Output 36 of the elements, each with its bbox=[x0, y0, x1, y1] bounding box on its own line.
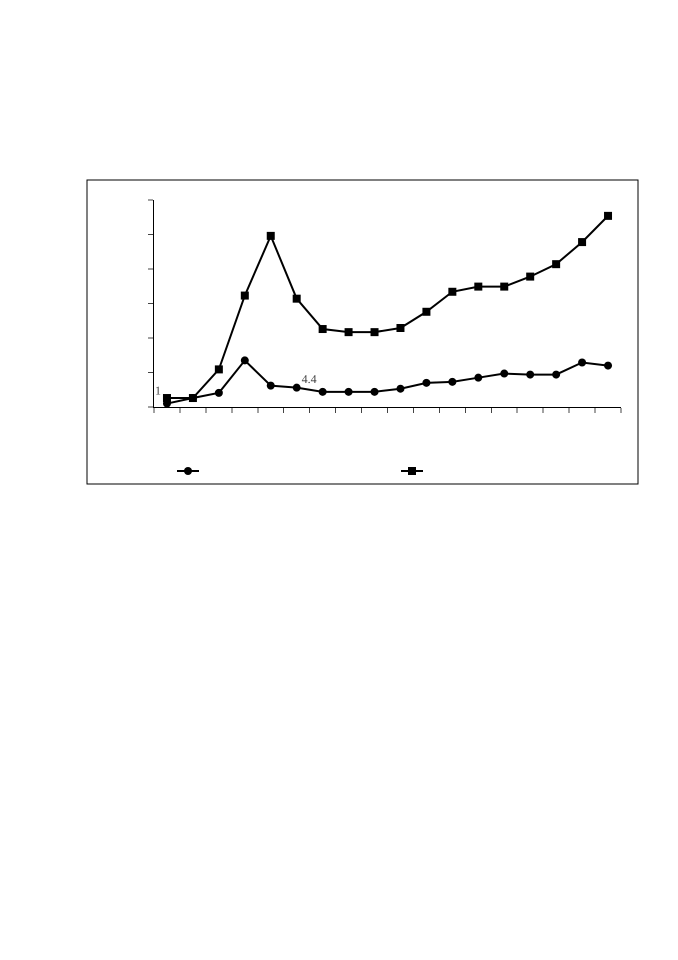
point bbox=[318, 388, 327, 396]
point bbox=[396, 384, 404, 393]
point bbox=[578, 238, 586, 246]
point bbox=[214, 365, 223, 374]
point bbox=[422, 308, 430, 316]
point bbox=[526, 272, 534, 281]
data-label: 4.4 bbox=[302, 372, 317, 386]
point bbox=[344, 328, 353, 336]
point bbox=[500, 370, 508, 378]
point bbox=[292, 294, 301, 303]
point bbox=[526, 370, 534, 379]
point bbox=[266, 232, 275, 240]
point bbox=[292, 384, 301, 392]
point bbox=[552, 260, 560, 268]
point bbox=[214, 388, 223, 397]
point bbox=[344, 388, 353, 396]
point bbox=[396, 324, 404, 332]
point bbox=[188, 394, 197, 402]
point bbox=[448, 378, 456, 386]
point bbox=[162, 394, 171, 402]
point bbox=[500, 282, 508, 291]
point bbox=[266, 382, 275, 390]
point bbox=[318, 325, 327, 334]
point bbox=[552, 370, 560, 379]
point bbox=[578, 358, 586, 366]
point bbox=[448, 288, 456, 296]
point bbox=[604, 212, 612, 220]
point bbox=[474, 374, 482, 382]
point bbox=[370, 328, 379, 336]
data-label: 1 bbox=[154, 384, 161, 398]
point bbox=[604, 362, 612, 370]
point bbox=[240, 292, 249, 300]
point bbox=[422, 378, 430, 387]
point bbox=[240, 356, 249, 364]
point bbox=[370, 388, 379, 396]
point bbox=[474, 282, 482, 291]
